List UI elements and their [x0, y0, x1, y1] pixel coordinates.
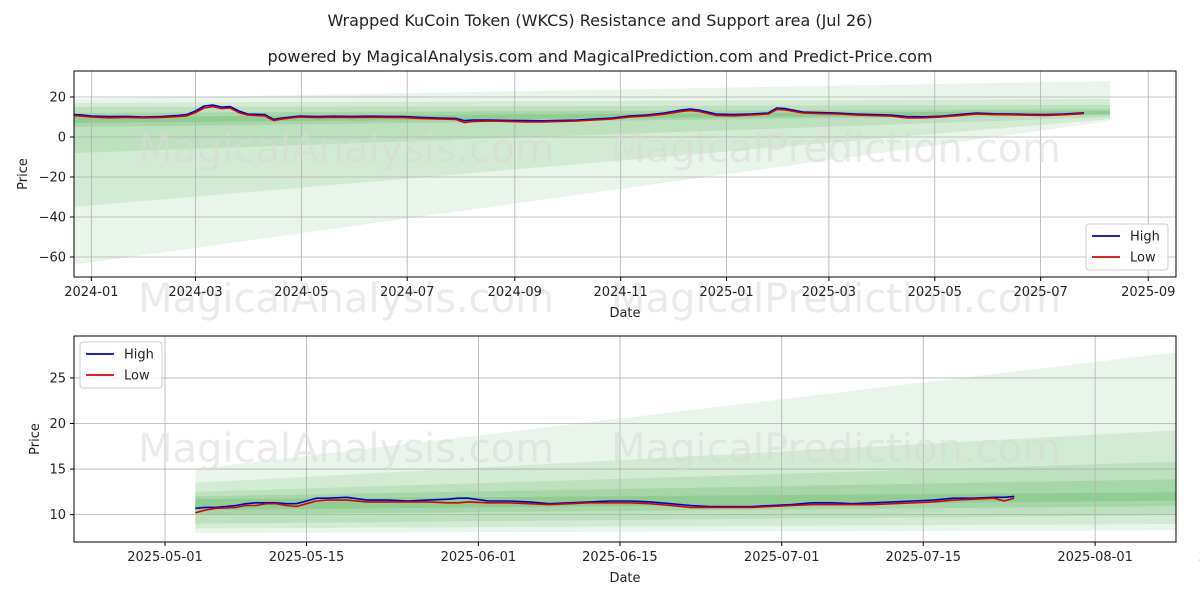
x-tick-label: 2025-03	[802, 285, 856, 300]
watermark-analysis: MagicalAnalysis.com	[138, 276, 554, 322]
y-tick-label: −20	[39, 171, 66, 186]
y-axis-label: Price	[28, 423, 43, 455]
series-low-line	[74, 105, 1085, 124]
x-tick-label: 2025-08-01	[1057, 550, 1133, 565]
x-axis-label: Date	[609, 306, 640, 321]
x-tick-label: 2024-09	[488, 285, 542, 300]
grid	[74, 336, 1176, 542]
legend-label-low: Low	[124, 369, 150, 384]
watermark-prediction: MagicalPrediction.com	[611, 426, 1061, 472]
grid	[74, 71, 1176, 277]
band-0	[195, 352, 1176, 533]
watermark-prediction: MagicalPrediction.com	[611, 276, 1061, 322]
x-tick-label: 2024-01	[64, 285, 118, 300]
legend-label-low: Low	[1130, 251, 1156, 266]
band-1	[195, 430, 1176, 529]
x-tick-label: 2025-01	[699, 285, 753, 300]
x-tick-label: 2024-11	[593, 285, 647, 300]
x-tick-label: 2025-07-15	[885, 550, 961, 565]
band-2	[195, 461, 1176, 524]
chart-subtitle: powered by MagicalAnalysis.com and Magic…	[267, 47, 932, 66]
x-tick-label: 2025-08-15	[1199, 550, 1200, 565]
legend: High Low	[79, 341, 163, 389]
series-low-line	[195, 497, 1015, 514]
top-chart: MagicalAnalysis.com MagicalPrediction.com…	[16, 70, 1177, 322]
y-tick-label: 15	[49, 463, 66, 478]
band-4	[195, 492, 1176, 511]
x-tick-label: 2025-09	[1121, 285, 1175, 300]
x-tick-label: 2025-06-01	[441, 550, 517, 565]
series-high-line	[195, 495, 1015, 510]
watermark-analysis: MagicalAnalysis.com	[138, 426, 554, 472]
y-tick-label: −60	[39, 251, 66, 266]
x-tick-label: 2025-07	[1013, 285, 1067, 300]
support-resistance-bands	[195, 352, 1176, 533]
bottom-chart: MagicalAnalysis.com MagicalPrediction.com…	[28, 335, 1200, 586]
band-0	[74, 81, 1111, 265]
y-axis-label: Price	[16, 158, 31, 190]
y-tick-label: 20	[49, 417, 66, 432]
chart-title: Wrapped KuCoin Token (WKCS) Resistance a…	[327, 11, 872, 30]
x-tick-label: 2025-05-15	[269, 550, 345, 565]
y-tick-label: 0	[58, 131, 66, 146]
x-tick-label: 2025-07-01	[744, 550, 820, 565]
band-1	[74, 99, 1111, 207]
x-tick-label: 2024-07	[380, 285, 434, 300]
y-tick-label: 10	[49, 508, 66, 523]
series-lines	[195, 495, 1015, 514]
legend-label-high: High	[1130, 230, 1160, 245]
x-axis-label: Date	[609, 571, 640, 586]
x-tick-label: 2025-05	[908, 285, 962, 300]
series-lines	[74, 104, 1085, 124]
legend: High Low	[1085, 223, 1169, 271]
x-tick-label: 2025-05-01	[127, 550, 203, 565]
plot-frame	[73, 70, 1177, 278]
y-tick-label: 20	[49, 91, 66, 106]
watermark-analysis: MagicalAnalysis.com	[138, 126, 554, 172]
watermark-prediction: MagicalPrediction.com	[611, 126, 1061, 172]
y-tick-label: 25	[49, 371, 66, 386]
band-3	[195, 479, 1176, 515]
series-high-line	[74, 104, 1085, 122]
y-tick-label: −40	[39, 211, 66, 226]
x-tick-label: 2024-03	[168, 285, 222, 300]
x-tick-label: 2025-06-15	[582, 550, 658, 565]
plot-frame	[73, 335, 1177, 543]
x-tick-label: 2024-05	[274, 285, 328, 300]
legend-label-high: High	[124, 348, 154, 363]
